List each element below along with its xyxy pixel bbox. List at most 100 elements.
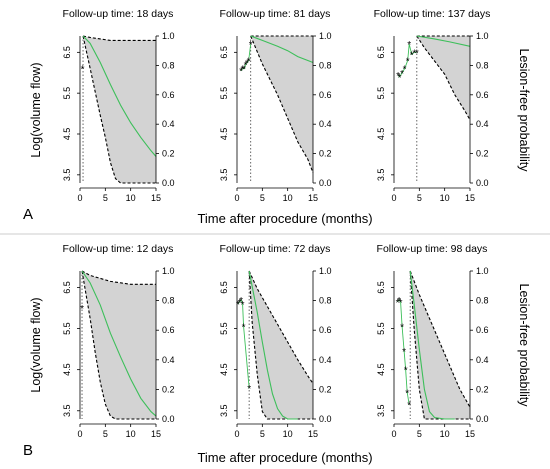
right-tick-label: 0.2 — [476, 384, 489, 394]
left-tick-label: 3.5 — [219, 405, 229, 418]
chart-panel-1: * 0 5 10 15 6.5 5.5 4.5 3.5 1.0 0.8 0.6 0.4 0.2 0.0 Fol… — [62, 8, 175, 203]
left-tick-label: 3.5 — [62, 405, 72, 418]
observed-point: * — [236, 300, 240, 311]
observed-point: * — [415, 48, 419, 59]
right-tick-label: 0.8 — [476, 296, 489, 306]
x-tick-label: 5 — [260, 193, 265, 203]
left-tick-label: 4.5 — [62, 363, 72, 376]
observed-point: * — [396, 71, 400, 82]
observed-point: * — [242, 323, 246, 334]
observed-point: * — [241, 300, 245, 311]
right-tick-label: 0.8 — [319, 60, 332, 70]
y-axis-label-right-b: Lesion-free probability — [517, 284, 531, 408]
y-axis-label-left-a: Log(volume flow) — [29, 62, 43, 157]
panel-title: Follow-up time: 98 days — [377, 243, 488, 255]
lower-bound-line — [82, 35, 156, 184]
observed-trend-line — [237, 298, 250, 389]
x-tick-label: 15 — [151, 429, 161, 439]
left-tick-label: 5.5 — [62, 87, 72, 100]
survival-curve — [248, 270, 298, 420]
observed-point: * — [407, 401, 411, 412]
observed-point: * — [407, 40, 411, 51]
upper-bound-line — [248, 270, 314, 384]
observed-point: * — [404, 366, 408, 377]
observed-point: * — [410, 50, 414, 61]
confidence-band — [410, 271, 470, 419]
observed-point: * — [81, 65, 85, 76]
observed-point: * — [398, 73, 402, 84]
observed-point: * — [80, 304, 84, 315]
left-tick-label: 3.5 — [376, 405, 386, 418]
x-tick-label: 5 — [417, 193, 422, 203]
left-tick-label: 5.5 — [376, 322, 386, 335]
y-axis-label-right-a: Lesion-free probability — [517, 49, 531, 173]
upper-bound-line — [81, 270, 156, 285]
panel-label-a: A — [23, 206, 33, 223]
right-tick-label: 0.6 — [319, 325, 332, 335]
lower-bound-line — [248, 270, 313, 420]
left-tick-label: 6.5 — [219, 46, 229, 59]
x-tick-label: 10 — [440, 429, 450, 439]
chart-panel-3: *********0 5 10 156.55.54.53.51.00.80.60.40… — [374, 8, 491, 203]
observed-point: * — [247, 57, 251, 68]
survival-curve — [416, 35, 471, 47]
right-tick-label: 1.0 — [162, 31, 175, 41]
left-tick-label: 6.5 — [62, 281, 72, 294]
x-tick-label: 15 — [308, 429, 318, 439]
x-tick-label: 15 — [151, 193, 161, 203]
right-tick-label: 0.4 — [476, 119, 489, 129]
right-tick-label: 0.2 — [476, 149, 489, 159]
x-tick-label: 0 — [391, 429, 396, 439]
upper-bound-line — [82, 35, 156, 41]
right-tick-label: 1.0 — [476, 31, 489, 41]
confidence-band — [83, 36, 156, 183]
chart-panel-6: ********0 5 10 156.55.54.53.51.00.80.60.40.… — [376, 243, 489, 439]
right-tick-label: 1.0 — [476, 266, 489, 276]
x-tick-label: 10 — [440, 193, 450, 203]
left-tick-label: 4.5 — [376, 363, 386, 376]
right-tick-label: 0.2 — [162, 384, 175, 394]
confidence-band — [249, 271, 313, 419]
observed-point: * — [239, 296, 243, 307]
confidence-band — [82, 271, 156, 419]
left-tick-label: 5.5 — [219, 87, 229, 100]
left-tick-label: 6.5 — [376, 281, 386, 294]
right-tick-label: 0.4 — [319, 355, 332, 365]
right-tick-label: 0.0 — [162, 178, 175, 188]
right-tick-label: 0.0 — [476, 178, 489, 188]
left-tick-label: 5.5 — [219, 322, 229, 335]
right-tick-label: 0.4 — [162, 355, 175, 365]
observed-point: * — [247, 384, 251, 395]
observed-point: * — [405, 388, 409, 399]
panel-title: Follow-up time: 18 days — [63, 8, 174, 20]
observed-point: * — [396, 298, 400, 309]
left-tick-label: 4.5 — [219, 128, 229, 141]
observed-point: * — [238, 298, 242, 309]
left-tick-label: 6.5 — [62, 46, 72, 59]
right-tick-label: 0.2 — [162, 149, 175, 159]
right-tick-label: 0.6 — [319, 90, 332, 100]
observed-point: * — [412, 48, 416, 59]
x-tick-label: 0 — [391, 193, 396, 203]
left-tick-label: 3.5 — [376, 169, 386, 182]
right-tick-label: 0.8 — [476, 60, 489, 70]
observed-point: * — [400, 323, 404, 334]
left-tick-label: 5.5 — [62, 322, 72, 335]
left-tick-label: 4.5 — [376, 128, 386, 141]
x-tick-label: 15 — [308, 193, 318, 203]
x-tick-label: 10 — [126, 193, 136, 203]
right-tick-label: 0.8 — [162, 60, 175, 70]
observed-point: * — [399, 298, 403, 309]
left-tick-label: 4.5 — [62, 128, 72, 141]
chart-panel-2: *******0 5 10 156.55.54.53.51.00.80.60.40.2… — [219, 8, 332, 203]
observed-point: * — [244, 61, 248, 72]
x-tick-label: 10 — [283, 429, 293, 439]
observed-point: * — [242, 65, 246, 76]
right-tick-label: 0.8 — [162, 296, 175, 306]
right-tick-label: 0.4 — [162, 119, 175, 129]
observed-point: * — [239, 67, 243, 78]
observed-point: * — [397, 296, 401, 307]
right-tick-label: 0.4 — [319, 119, 332, 129]
left-tick-label: 5.5 — [376, 87, 386, 100]
right-tick-label: 0.2 — [319, 384, 332, 394]
